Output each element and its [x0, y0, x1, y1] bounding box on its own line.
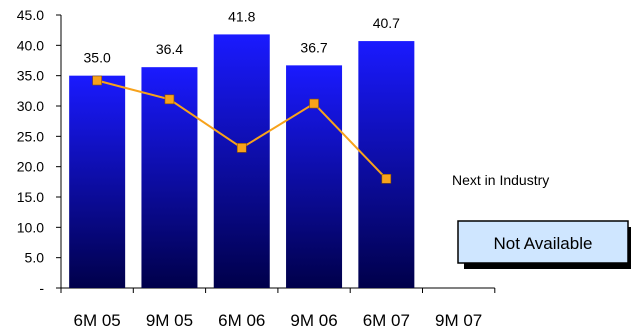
line-point — [236, 143, 247, 153]
bar — [69, 75, 126, 289]
x-axis: 6M 05 9M 05 6M 06 9M 06 6M 07 9M 07 — [60, 287, 496, 330]
y-axis: - 5.0 10.0 15.0 20.0 25.0 30.0 35.0 40.0 45.0 — [17, 7, 62, 296]
data-labels: 35.0 36.4 41.8 36.7 40.7 — [84, 8, 401, 65]
y-tick-label: 40.0 — [17, 37, 44, 53]
y-tick-label: 30.0 — [17, 98, 44, 114]
bar — [358, 41, 415, 288]
y-tick-label: 5.0 — [25, 250, 45, 266]
line-point — [381, 174, 392, 184]
x-tick-label: 9M 06 — [290, 311, 337, 330]
bar-data-label: 35.0 — [84, 50, 111, 66]
bar — [213, 34, 270, 289]
x-tick-label: 9M 07 — [435, 311, 482, 330]
bar-series — [69, 34, 415, 289]
annotation-text: Not Available — [494, 234, 593, 253]
bar-data-label: 41.8 — [228, 8, 255, 24]
line-point — [309, 98, 319, 109]
y-tick-label: 25.0 — [17, 128, 44, 144]
line-point — [92, 75, 102, 86]
annotation-box — [457, 220, 629, 264]
x-tick-label: 6M 05 — [74, 311, 121, 330]
y-tick-label: 20.0 — [17, 159, 44, 175]
x-tick-label: 6M 06 — [218, 311, 265, 330]
bar — [286, 65, 343, 288]
line-series — [92, 75, 392, 184]
y-tick-label: 45.0 — [17, 7, 44, 23]
y-tick-label: 10.0 — [17, 219, 44, 235]
line-point — [164, 94, 175, 105]
x-tick-label: 9M 05 — [146, 311, 193, 330]
x-tick-label: 6M 07 — [363, 311, 410, 330]
y-tick-label: 15.0 — [17, 189, 44, 205]
y-tick-label: - — [39, 280, 44, 296]
bar-data-label: 36.7 — [300, 39, 327, 55]
bar-data-label: 36.4 — [156, 41, 183, 57]
line-series-label: Next in Industry — [452, 172, 549, 188]
not-available-annotation: Not Available — [457, 220, 631, 269]
bar-data-label: 40.7 — [373, 15, 400, 31]
y-tick-label: 35.0 — [17, 68, 44, 84]
